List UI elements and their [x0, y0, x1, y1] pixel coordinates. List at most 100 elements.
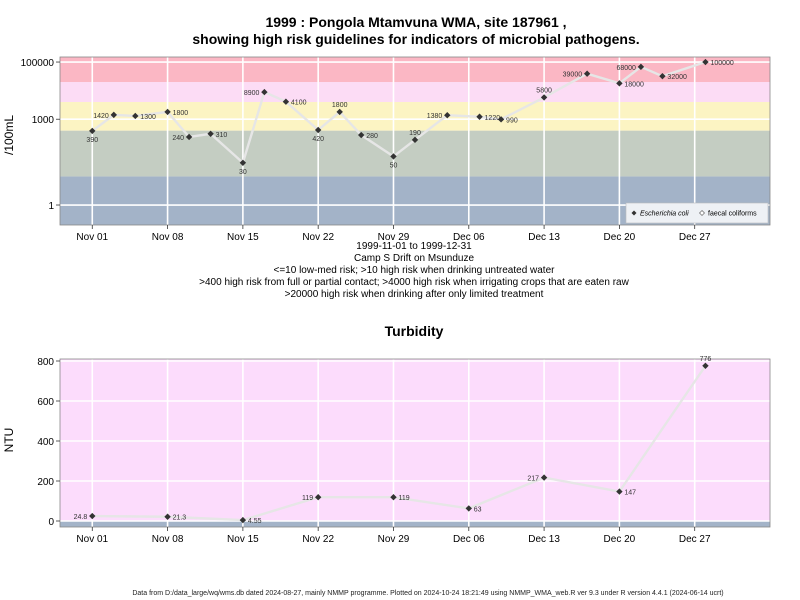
data-label: 8900: [244, 90, 260, 97]
data-point: [659, 72, 666, 80]
x-tick-label: Nov 29: [378, 232, 410, 243]
y-tick-label: 800: [37, 357, 54, 368]
guideline-line-1: <=10 low-med risk; >10 high risk when dr…: [274, 265, 556, 276]
x-tick-label: Dec 20: [604, 232, 636, 243]
data-point: [185, 133, 193, 141]
data-point: [164, 513, 171, 520]
data-point: [164, 108, 171, 116]
legend-item: Escherichia coli: [640, 211, 689, 218]
microbial-panel: Nov 01 Nov 08 Nov 15 Nov 22 Nov 29 Dec 06 Dec …: [21, 56, 771, 243]
data-label: 119: [302, 495, 313, 502]
legend-box: [625, 202, 769, 224]
data-point: [358, 131, 365, 139]
turbidity-title: Turbidity: [385, 323, 444, 339]
data-point: [637, 63, 645, 71]
x-tick-label: Dec 27: [679, 534, 711, 545]
guideline-line-2: >400 high risk from full or partial cont…: [199, 277, 629, 288]
chart-subtitle: showing high risk guidelines for indicat…: [192, 31, 639, 47]
chart-title: 1999 : Pongola Mtamvuna WMA, site 187961…: [265, 14, 566, 30]
data-point: [110, 111, 117, 119]
data-point: [390, 494, 397, 501]
data-point: [207, 130, 214, 137]
x-tick-label: Nov 29: [378, 534, 410, 545]
data-point: [702, 362, 709, 369]
data-label: 310: [216, 132, 228, 139]
site-name-label: Camp S Drift on Msunduze: [354, 253, 474, 264]
legend-item: faecal coliforms: [708, 211, 757, 218]
y-tick-label: 100000: [21, 58, 55, 69]
data-label: 1380: [427, 113, 443, 120]
data-label: 24.8: [74, 514, 88, 521]
data-point: [89, 127, 96, 135]
data-point: [282, 98, 290, 105]
turbidity-panel: Nov 01 Nov 08 Nov 15 Nov 22 Nov 29 Dec 06 Dec …: [37, 356, 771, 545]
x-tick-label: Dec 06: [453, 534, 485, 545]
data-label: 147: [624, 490, 636, 497]
data-point: [540, 474, 548, 481]
legend-marker: [699, 210, 705, 216]
y-tick-label: 1: [48, 201, 54, 212]
data-label: 21.3: [173, 515, 187, 522]
data-point: [476, 113, 483, 120]
data-label: 1800: [173, 110, 189, 117]
y-tick-label: 1000: [32, 115, 55, 126]
data-label: 4.55: [248, 518, 262, 525]
risk-band: [60, 102, 770, 131]
x-tick-label: Dec 06: [453, 232, 485, 243]
plot-frame: [59, 56, 771, 226]
data-point: [390, 153, 397, 160]
data-point: [497, 116, 505, 123]
data-label: 240: [172, 135, 184, 142]
data-point: [314, 126, 322, 134]
data-label: 1800: [332, 102, 348, 109]
data-point: [444, 112, 451, 119]
x-tick-label: Nov 22: [302, 232, 334, 243]
data-label: 50: [390, 162, 398, 169]
legend-marker: [631, 210, 637, 216]
data-label: 990: [506, 117, 518, 124]
risk-band: [60, 57, 770, 83]
x-tick-label: Nov 01: [76, 534, 108, 545]
data-label: 5800: [536, 87, 552, 94]
risk-band: [60, 359, 770, 521]
footer-note: Data from D:/data_large/wq/wms.db dated …: [132, 590, 723, 597]
data-label: 68000: [616, 65, 636, 72]
x-tick-label: Nov 22: [302, 534, 334, 545]
y-axis-label-top: /100mL: [2, 115, 16, 155]
x-tick-label: Nov 15: [227, 232, 259, 243]
x-tick-label: Nov 01: [76, 232, 108, 243]
data-label: 420: [312, 136, 324, 143]
data-point: [616, 80, 623, 87]
x-tick-label: Dec 27: [679, 232, 711, 243]
data-point: [314, 494, 322, 501]
data-label: 39000: [563, 72, 583, 79]
y-axis-label-bottom: NTU: [2, 428, 16, 453]
date-range-label: 1999-11-01 to 1999-12-31: [356, 241, 472, 252]
data-point: [540, 94, 548, 101]
data-label: 30: [239, 169, 247, 176]
plot-frame: [59, 358, 771, 528]
x-tick-label: Dec 20: [604, 534, 636, 545]
data-point: [239, 159, 247, 166]
data-label: 18000: [624, 81, 644, 88]
data-point: [616, 488, 623, 495]
data-point: [132, 112, 139, 120]
data-label: 776: [700, 356, 712, 363]
data-point: [702, 58, 709, 66]
y-tick-label: 400: [37, 437, 54, 448]
data-label: 1220: [485, 115, 501, 122]
y-tick-label: 0: [48, 517, 54, 528]
data-label: 63: [474, 506, 482, 513]
data-label: 280: [366, 133, 378, 140]
x-tick-label: Nov 08: [152, 534, 184, 545]
data-point: [583, 70, 591, 77]
data-point: [89, 512, 96, 520]
risk-band: [60, 82, 770, 103]
data-point: [261, 88, 268, 96]
x-tick-label: Nov 08: [152, 232, 184, 243]
data-label: 190: [409, 130, 421, 137]
data-label: 1300: [140, 114, 156, 121]
x-tick-label: Dec 13: [528, 232, 560, 243]
data-label: 119: [398, 495, 409, 502]
